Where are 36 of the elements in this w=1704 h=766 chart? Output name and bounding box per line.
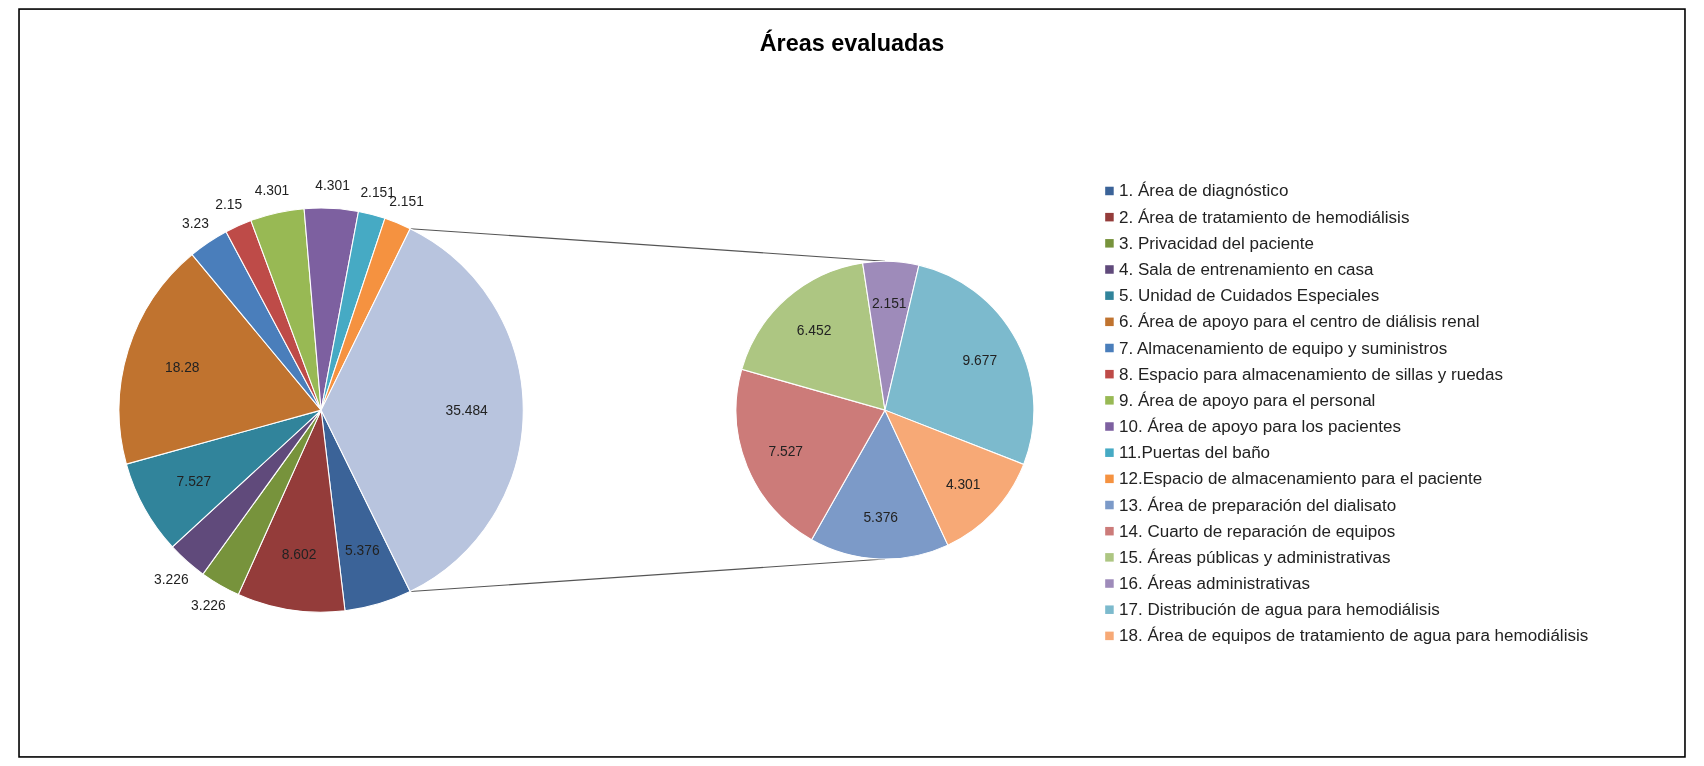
data-label: 2.151 bbox=[871, 294, 907, 311]
legend-label: 12.Espacio de almacenamiento para el paciente bbox=[1119, 469, 1483, 489]
data-label: 6.452 bbox=[796, 321, 832, 338]
data-label: 7.527 bbox=[176, 472, 212, 489]
data-label: 9.677 bbox=[962, 352, 998, 369]
legend-label: 18. Área de equipos de tratamiento de agua para hemodiálisis bbox=[1119, 626, 1589, 646]
data-label: 7.527 bbox=[768, 442, 804, 459]
data-label: 4.301 bbox=[315, 176, 350, 193]
legend-label: 13. Área de preparación del dialisato bbox=[1119, 495, 1397, 515]
legend-label: 2. Área de tratamiento de hemodiálisis bbox=[1119, 207, 1410, 227]
data-label: 4.301 bbox=[945, 475, 981, 492]
legend-label: 1. Área de diagnóstico bbox=[1119, 181, 1289, 201]
legend-label: 9. Área de apoyo para el personal bbox=[1119, 390, 1376, 410]
legend-label: 5. Unidad de Cuidados Especiales bbox=[1119, 286, 1380, 306]
legend-label: 3. Privacidad del paciente bbox=[1119, 233, 1314, 253]
data-label: 3.226 bbox=[191, 597, 226, 614]
data-label: 35.484 bbox=[445, 402, 489, 419]
data-label: 3.23 bbox=[182, 214, 210, 231]
data-label: 18.28 bbox=[165, 358, 200, 375]
legend-label: 11.Puertas del baño bbox=[1119, 443, 1271, 463]
legend-label: 16. Áreas administrativas bbox=[1119, 574, 1311, 594]
legend-label: 6. Área de apoyo para el centro de diálisis renal bbox=[1119, 312, 1480, 332]
chart-title: Áreas evaluadas bbox=[759, 28, 945, 56]
legend-label: 4. Sala de entrenamiento en casa bbox=[1119, 259, 1375, 279]
legend-label: 7. Almacenamiento de equipo y suministros bbox=[1119, 338, 1448, 358]
legend-label: 17. Distribución de agua para hemodiálisis bbox=[1119, 600, 1440, 620]
legend-label: 15. Áreas públicas y administrativas bbox=[1119, 547, 1391, 567]
data-label: 5.376 bbox=[345, 541, 380, 558]
legend-label: 14. Cuarto de reparación de equipos bbox=[1119, 521, 1396, 541]
data-label: 8.602 bbox=[281, 545, 317, 562]
data-label: 3.226 bbox=[154, 570, 189, 587]
data-label: 5.376 bbox=[863, 509, 899, 526]
data-label: 4.301 bbox=[254, 182, 290, 199]
legend-label: 10. Área de apoyo para los pacientes bbox=[1119, 417, 1401, 437]
data-label: 2.15 bbox=[215, 196, 243, 213]
legend-label: 8. Espacio para almacenamiento de sillas y ruedas bbox=[1119, 364, 1504, 384]
